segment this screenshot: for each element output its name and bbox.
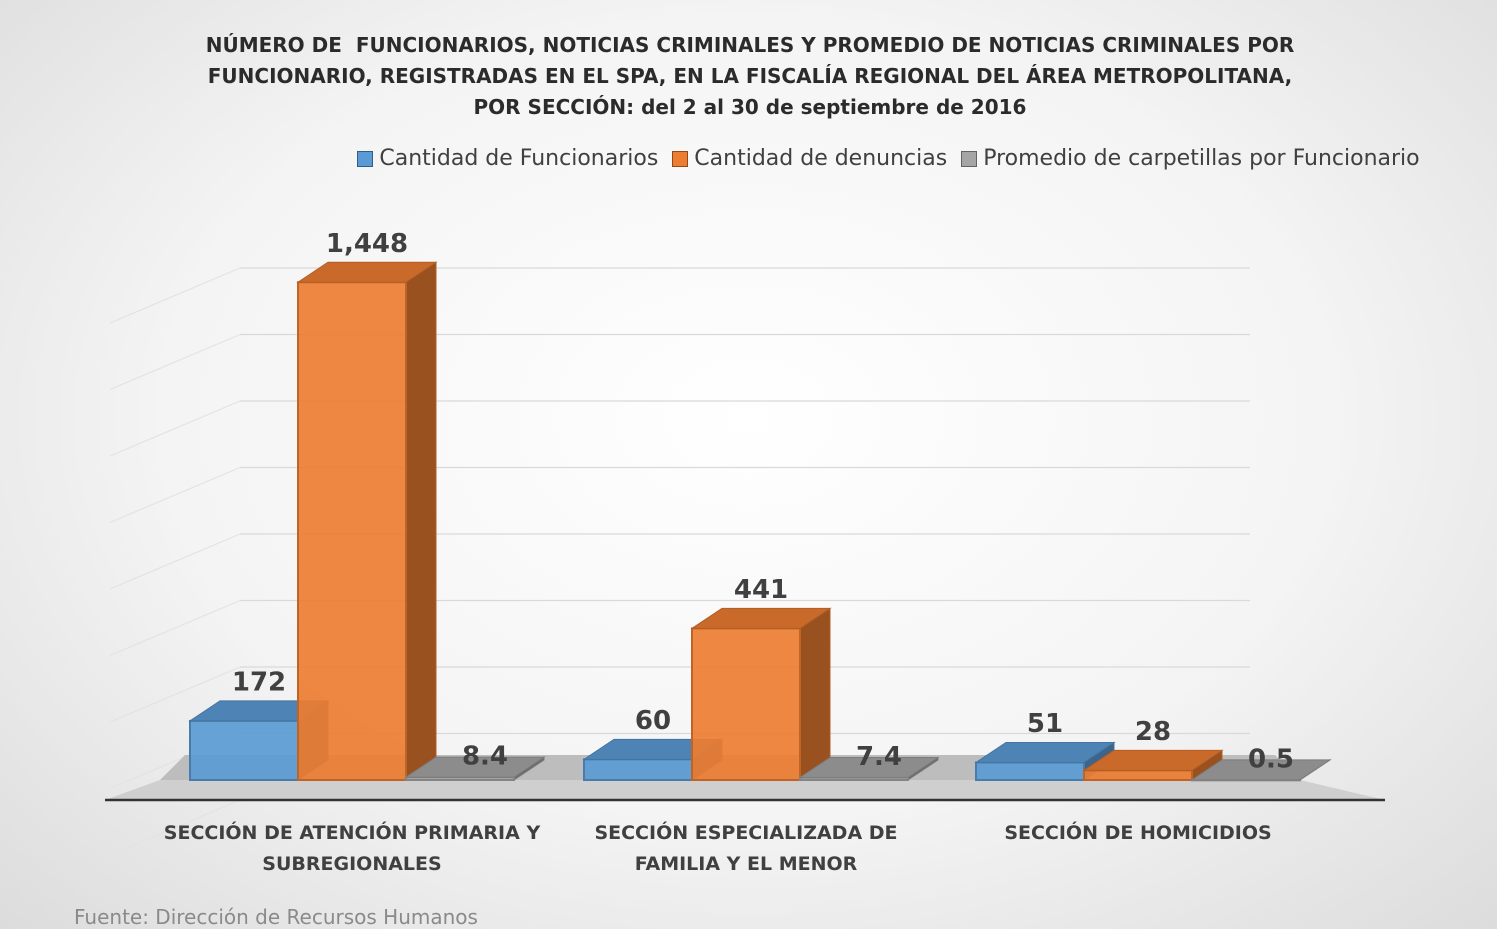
bar-top bbox=[1190, 759, 1332, 781]
legend-label: Promedio de carpetillas por Funcionario bbox=[983, 146, 1420, 171]
bar bbox=[404, 756, 546, 781]
grid-line-side bbox=[109, 400, 241, 457]
legend-swatch bbox=[961, 150, 978, 167]
bar-front bbox=[189, 719, 299, 781]
bar-front bbox=[297, 281, 407, 781]
grid-line-side bbox=[109, 333, 241, 391]
grid-line-side bbox=[109, 666, 241, 723]
data-label: 51 bbox=[1027, 709, 1063, 739]
legend: Cantidad de Funcionarios Cantidad de denu… bbox=[0, 146, 1497, 171]
bar-side bbox=[405, 261, 437, 781]
bar-front bbox=[583, 758, 693, 781]
bar bbox=[296, 261, 438, 781]
bar-front bbox=[691, 627, 801, 781]
grid-line-side bbox=[109, 799, 241, 856]
data-label: 7.4 bbox=[856, 742, 902, 772]
legend-item: Promedio de carpetillas por Funcionario bbox=[961, 146, 1420, 171]
bar bbox=[690, 607, 832, 781]
legend-swatch bbox=[357, 150, 374, 167]
bar-side bbox=[799, 607, 831, 781]
source-note: Fuente: Dirección de Recursos Humanos bbox=[74, 905, 478, 929]
legend-label: Cantidad de denuncias bbox=[694, 146, 948, 171]
x-tick-label: SECCIÓN DE HOMICIDIOS bbox=[1004, 822, 1272, 844]
grid-line-side bbox=[109, 466, 241, 524]
data-label: 60 bbox=[635, 706, 671, 736]
bar-top bbox=[974, 741, 1116, 763]
bar-top bbox=[296, 261, 438, 283]
bar-front bbox=[975, 761, 1085, 781]
data-label: 28 bbox=[1135, 717, 1171, 747]
x-tick-label: SECCIÓN ESPECIALIZADA DE FAMILIA Y EL ME… bbox=[594, 822, 898, 875]
legend-label: Cantidad de Funcionarios bbox=[379, 146, 659, 171]
bar-top bbox=[690, 607, 832, 629]
legend-swatch bbox=[672, 150, 689, 167]
data-label: 172 bbox=[232, 667, 286, 697]
bar-top bbox=[404, 756, 546, 778]
legend-item: Cantidad de Funcionarios bbox=[357, 146, 658, 171]
floor-front bbox=[105, 780, 1385, 800]
legend-item: Cantidad de denuncias bbox=[672, 146, 947, 171]
grid-line-side bbox=[109, 533, 241, 590]
data-label: 8.4 bbox=[462, 742, 508, 772]
bar bbox=[1190, 758, 1332, 782]
bar bbox=[798, 756, 940, 781]
grid-line-side bbox=[109, 599, 241, 657]
bar bbox=[1082, 749, 1224, 781]
bar-front bbox=[1083, 769, 1193, 781]
bar-top bbox=[798, 756, 940, 778]
chart-title: NÚMERO DE FUNCIONARIOS, NOTICIAS CRIMINA… bbox=[205, 33, 1302, 119]
data-label: 0.5 bbox=[1248, 744, 1294, 774]
grid-line-side bbox=[109, 267, 241, 324]
bar-top bbox=[1082, 749, 1224, 771]
data-label: 441 bbox=[734, 575, 788, 605]
x-tick-label: SECCIÓN DE ATENCIÓN PRIMARIA Y SUBREGION… bbox=[163, 822, 541, 875]
data-label: 1,448 bbox=[326, 229, 408, 259]
